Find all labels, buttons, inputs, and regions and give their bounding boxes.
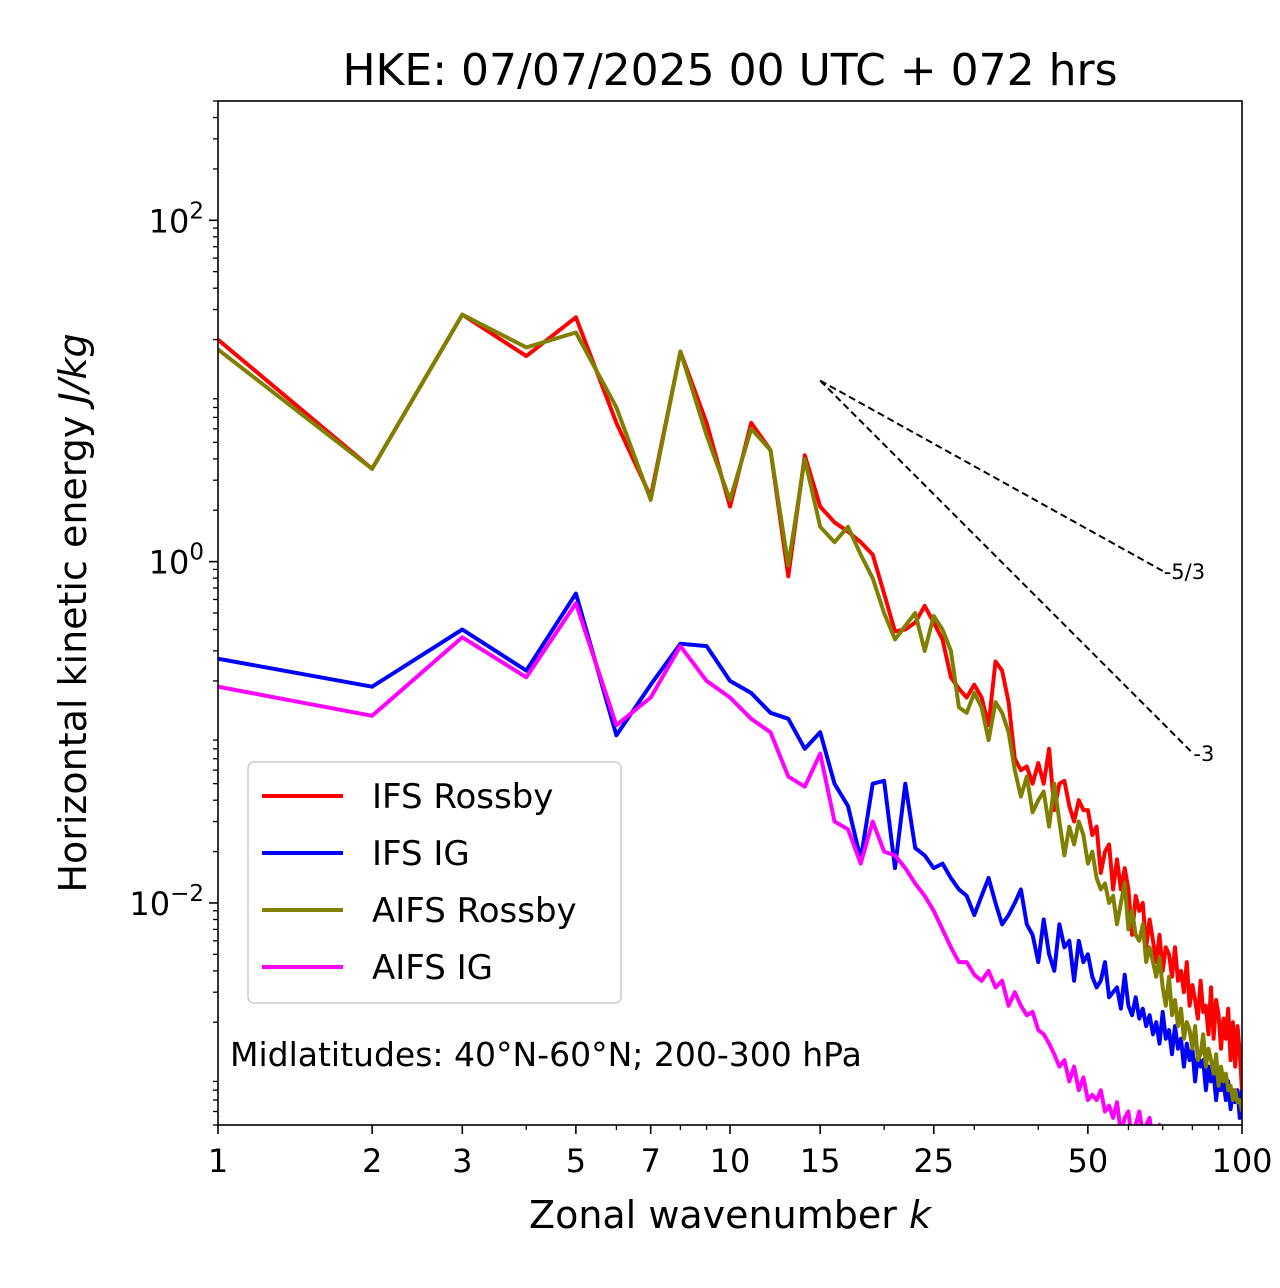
y-axis-label: Horizontal kinetic energy J/kg	[51, 333, 95, 892]
slope-labels: -5/3 -3	[1164, 560, 1215, 766]
x-tick-label: 5	[566, 1142, 586, 1180]
legend-label-aifs-rossby: AIFS Rossby	[372, 891, 577, 931]
x-tick-label: 100	[1211, 1142, 1272, 1180]
region-annotation: Midlatitudes: 40°N-60°N; 200-300 hPa	[230, 1035, 862, 1074]
y-tick-label: 10−2	[129, 881, 204, 923]
x-tick-label: 15	[800, 1142, 841, 1180]
x-tick-label: 1	[208, 1142, 228, 1180]
legend-label-ifs-ig: IFS IG	[372, 834, 470, 874]
chart-title: HKE: 07/07/2025 00 UTC + 072 hrs	[342, 45, 1117, 96]
x-tick-label: 3	[452, 1142, 472, 1180]
legend: IFS Rossby IFS IG AIFS Rossby AIFS IG	[247, 761, 622, 1004]
x-tick-label: 10	[710, 1142, 751, 1180]
x-axis-ticks: 1 2 3 5 7 10 15 25 50 100	[208, 1125, 1273, 1180]
reference-slope-label: -5/3	[1164, 560, 1205, 584]
reference-slope-label: -3	[1193, 742, 1214, 766]
series-line-aifs-ig	[218, 601, 1162, 1125]
legend-box	[247, 761, 622, 1004]
x-axis-label: Zonal wavenumber k	[529, 1193, 933, 1237]
y-tick-label: 102	[149, 198, 204, 240]
legend-label-aifs-ig: AIFS IG	[372, 948, 493, 988]
x-tick-label: 2	[362, 1142, 382, 1180]
x-tick-label: 7	[641, 1142, 661, 1180]
x-tick-label: 50	[1068, 1142, 1109, 1180]
series-layer	[218, 312, 1242, 1125]
x-tick-label: 25	[913, 1142, 954, 1180]
legend-label-ifs-rossby: IFS Rossby	[372, 777, 553, 817]
series-line-ifs-ig	[218, 591, 1242, 1120]
y-axis-ticks: 102 100 10−2	[129, 100, 218, 1126]
y-tick-label: 100	[149, 540, 204, 582]
series-line-aifs-rossby	[218, 312, 1242, 1112]
legend-items: IFS Rossby IFS IG AIFS Rossby AIFS IG	[262, 777, 577, 988]
